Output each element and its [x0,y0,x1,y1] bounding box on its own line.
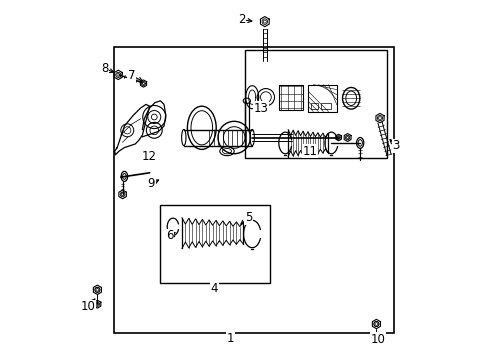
Text: 12: 12 [142,150,157,163]
Text: 2: 2 [238,13,245,26]
Bar [160,205,270,283]
Text: 11: 11 [302,145,318,158]
Text: 7: 7 [128,69,135,82]
Text: 3: 3 [392,139,400,152]
Text: 4: 4 [211,282,218,294]
Text: 8: 8 [101,62,108,75]
Text: 6: 6 [166,229,173,242]
Bar [245,50,387,158]
Bar [311,103,319,109]
Text: 13: 13 [254,102,269,114]
Bar [279,85,303,110]
Text: 9: 9 [147,177,155,190]
Text: 10: 10 [81,300,96,313]
Text: 10: 10 [371,333,386,346]
Text: 5: 5 [245,211,252,224]
Bar [320,103,331,109]
Bar [308,85,337,112]
Bar [114,47,394,333]
Text: 1: 1 [227,332,234,345]
